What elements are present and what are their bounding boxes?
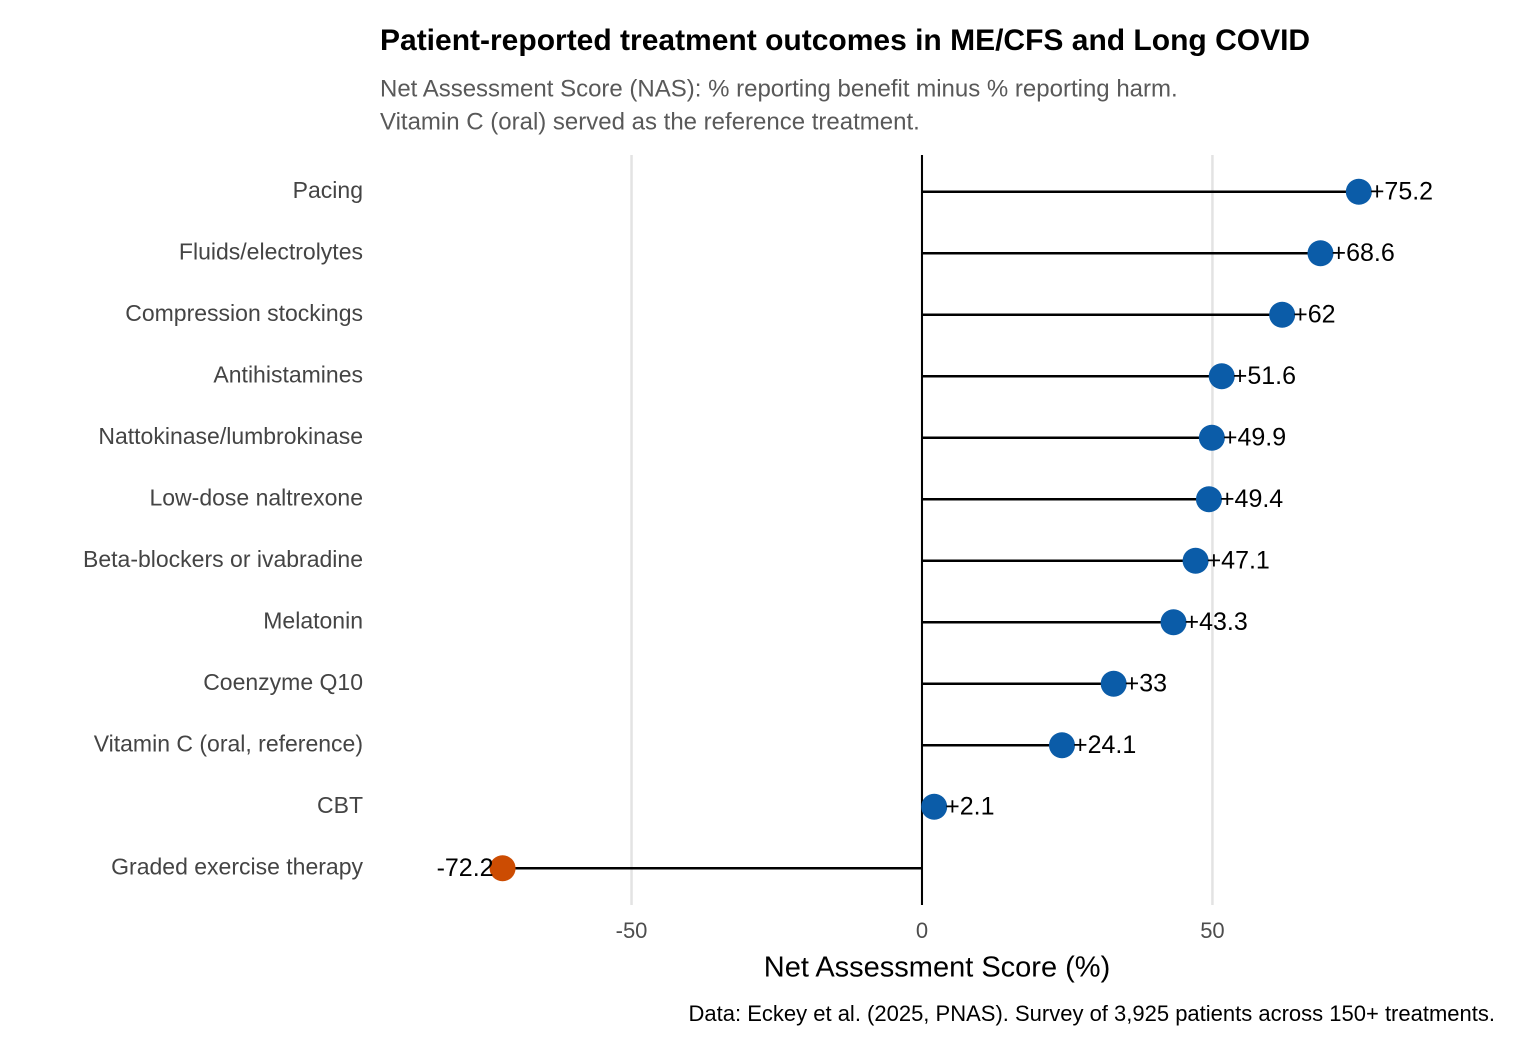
value-label: +68.6 <box>1331 239 1394 267</box>
value-label: +33 <box>1125 669 1167 697</box>
point <box>1100 670 1127 697</box>
y-tick-label: Compression stockings <box>125 300 363 326</box>
point <box>1269 301 1296 328</box>
y-tick-label: Beta-blockers or ivabradine <box>83 546 363 572</box>
point <box>1307 240 1334 267</box>
point <box>1048 732 1075 759</box>
y-tick-label: CBT <box>317 792 363 818</box>
y-tick-label: Pacing <box>293 177 363 203</box>
x-tick-label: -50 <box>616 918 648 943</box>
value-label: +2.1 <box>945 792 994 820</box>
point <box>1195 486 1222 513</box>
point <box>489 855 516 882</box>
x-tick-label: 50 <box>1200 918 1224 943</box>
y-tick-label: Vitamin C (oral, reference) <box>94 730 363 756</box>
x-axis-label: Net Assessment Score (%) <box>764 952 1111 984</box>
chart-subtitle: Net Assessment Score (NAS): % reporting … <box>380 75 1178 102</box>
caption: Data: Eckey et al. (2025, PNAS). Survey … <box>689 1001 1495 1026</box>
value-label: +47.1 <box>1207 546 1270 574</box>
point <box>1208 363 1235 390</box>
y-tick-label: Nattokinase/lumbrokinase <box>98 423 363 449</box>
value-label: +75.2 <box>1370 177 1433 205</box>
y-tick-label: Melatonin <box>263 607 363 633</box>
point <box>1345 178 1372 205</box>
value-label: +49.9 <box>1223 423 1286 451</box>
value-label: +51.6 <box>1233 362 1296 390</box>
chart-title: Patient-reported treatment outcomes in M… <box>380 24 1310 57</box>
y-tick-label: Coenzyme Q10 <box>203 669 363 695</box>
point <box>1198 424 1225 451</box>
y-tick-label: Antihistamines <box>213 361 363 387</box>
x-tick-label: 0 <box>916 918 928 943</box>
point <box>1182 547 1209 574</box>
y-tick-label: Fluids/electrolytes <box>179 238 363 264</box>
chart-subtitle: Vitamin C (oral) served as the reference… <box>380 108 920 135</box>
point <box>921 793 948 820</box>
y-tick-label: Graded exercise therapy <box>111 853 363 879</box>
point <box>1160 609 1187 636</box>
value-label: -72.2 <box>437 854 494 882</box>
y-tick-label: Low-dose naltrexone <box>149 484 363 510</box>
value-label: +24.1 <box>1073 731 1136 759</box>
value-label: +62 <box>1293 300 1335 328</box>
value-label: +49.4 <box>1220 485 1283 513</box>
value-label: +43.3 <box>1185 608 1248 636</box>
